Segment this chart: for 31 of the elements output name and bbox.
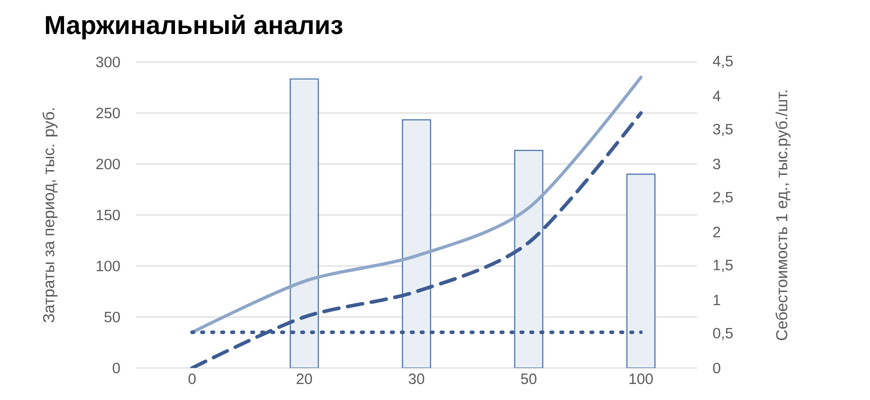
y-tick-label: 150 xyxy=(96,210,120,220)
y2-tick-label: 2 xyxy=(713,226,720,238)
y-tick-label: 250 xyxy=(96,108,120,118)
y2-tick-label: 1,5 xyxy=(714,260,733,272)
line-series xyxy=(190,111,643,368)
y2-tick-label: 4,5 xyxy=(712,56,733,68)
x-tick-label: 20 xyxy=(296,374,312,384)
y-tick-label: 200 xyxy=(96,158,120,170)
y-axis-title: Затраты за период, тыс. руб. xyxy=(42,108,58,322)
y2-tick-label: 2,5 xyxy=(713,192,733,204)
y2-tick-label: 1 xyxy=(714,294,720,306)
bar xyxy=(514,150,544,368)
y2-tick-label: 3 xyxy=(713,158,720,170)
bar xyxy=(402,119,432,368)
bar xyxy=(626,174,656,368)
y2-tick-label: 3,5 xyxy=(713,124,733,136)
y2-axis-title: Себестоимость 1 ед., тыс.руб./шт. xyxy=(776,90,791,340)
x-tick-label: 30 xyxy=(408,374,424,384)
y-tick-label: 100 xyxy=(96,260,120,272)
line-series xyxy=(190,76,643,334)
x-tick-label: 0 xyxy=(188,374,196,384)
bar xyxy=(290,78,319,368)
y2-tick-label: 4 xyxy=(712,90,720,102)
y-tick-label: 0 xyxy=(112,362,120,374)
x-tick-label: 100 xyxy=(630,374,653,384)
x-tick-label: 50 xyxy=(520,374,536,384)
y-tick-label: 50 xyxy=(104,312,120,322)
y2-tick-label: 0 xyxy=(713,362,720,374)
chart-title: Маржинальный анализ xyxy=(46,14,342,40)
y2-tick-label: 0,5 xyxy=(713,328,733,340)
y-tick-label: 300 xyxy=(96,56,120,68)
